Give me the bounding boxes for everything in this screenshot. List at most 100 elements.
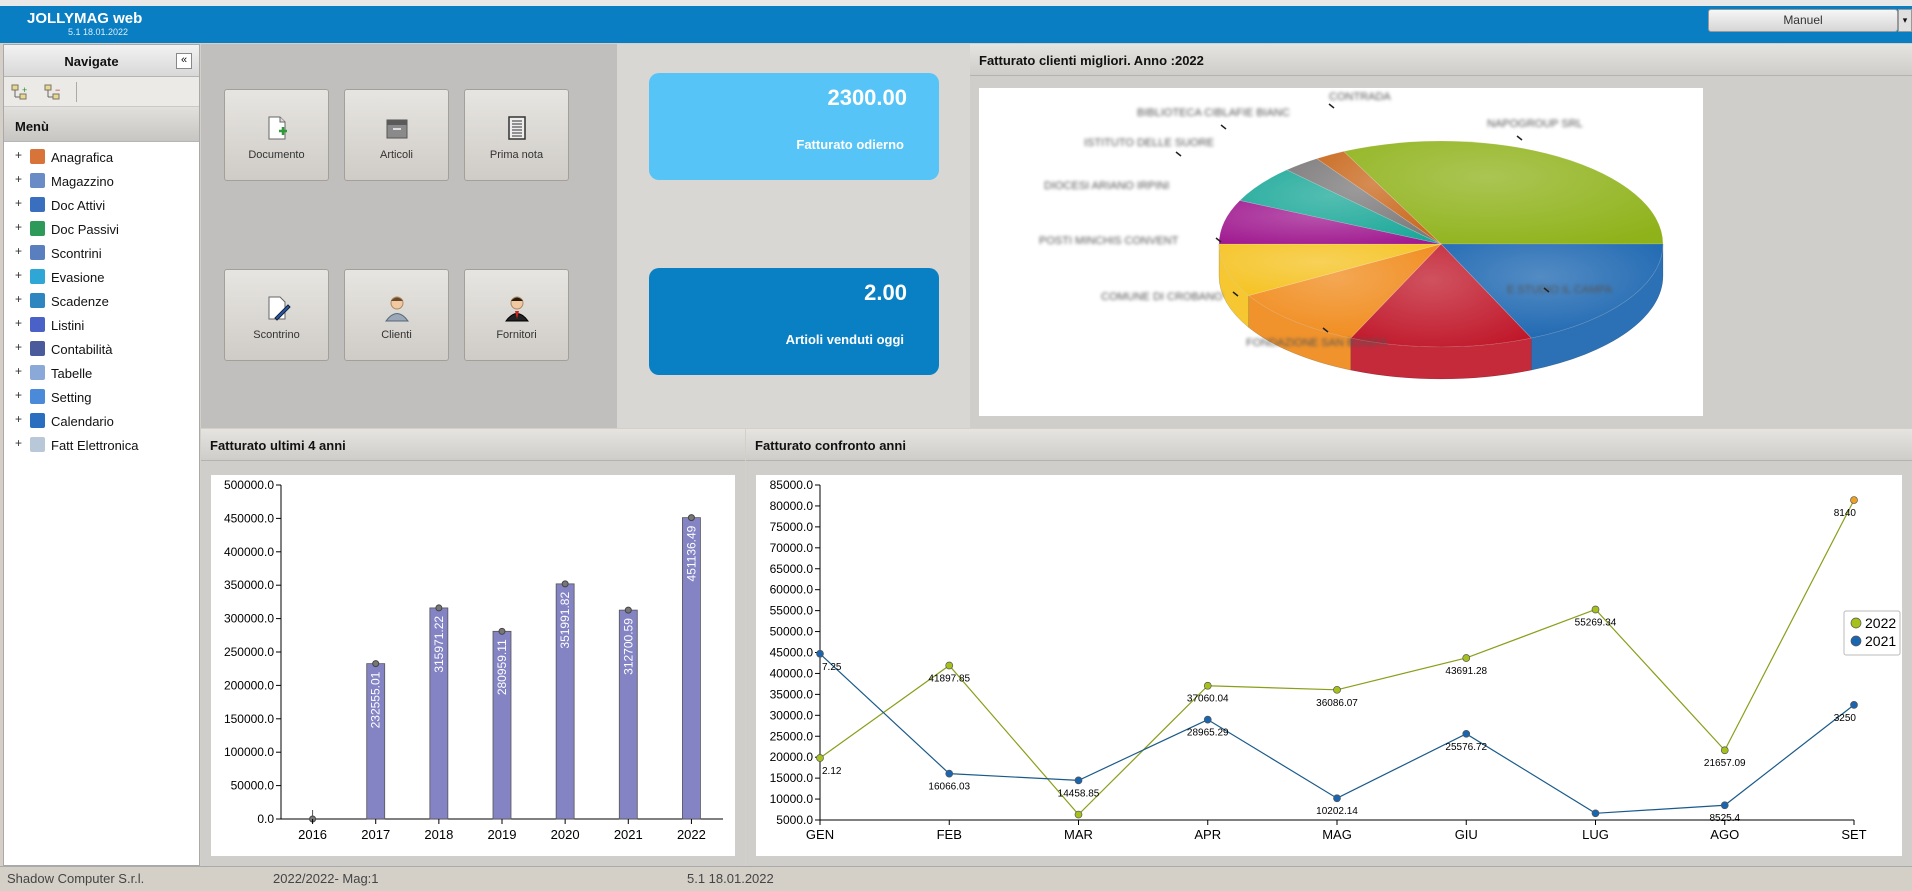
expand-plus-icon[interactable]: + [15,244,23,258]
expand-plus-icon[interactable]: + [15,220,23,234]
pie-slice [1316,151,1442,245]
expand-plus-icon[interactable]: + [15,388,23,402]
sidebar-item-scadenze[interactable]: + Scadenze [4,289,199,313]
warehouse-icon [30,173,45,188]
sidebar-item-magazzino[interactable]: + Magazzino [4,169,199,193]
pie-label: POSTI MINCHIS CONVENT [1039,235,1179,247]
collapse-sidebar-icon[interactable]: « [176,53,192,69]
fornitori-button[interactable]: Fornitori [464,269,569,361]
bar-value-label: 351991.82 [558,592,572,649]
status-period: 2022/2022- Mag:1 [273,871,379,886]
user-menu-button[interactable]: Manuel [1708,9,1898,32]
y-tick-label: 80000.0 [770,499,814,513]
new-document-icon [268,116,287,140]
y-tick-label: 300000.0 [224,612,274,626]
series-line-2022 [819,499,1855,816]
status-version: 5.1 18.01.2022 [687,871,774,886]
y-tick-label: 450000.0 [224,511,274,525]
status-bar: Shadow Computer S.r.l. 2022/2022- Mag:1 … [0,866,1912,891]
pie-label: FONDAZIONE SAN BONIFA [1246,337,1388,349]
y-tick-label: 70000.0 [770,541,814,555]
collapse-all-icon[interactable]: − [44,84,60,100]
data-label: 28965.29 [1187,728,1229,739]
pie-leader [1516,135,1523,141]
clienti-button[interactable]: Clienti [344,269,449,361]
bar-point [498,627,506,635]
pie-slice [1440,243,1664,339]
scontrino-button-label: Scontrino [253,329,300,341]
receipt-pen-icon [268,296,291,321]
kpi-value: 2300.00 [827,85,907,110]
line-chart: 5000.0 10000.0 15000.0 20000.0 25000.0 30000.… [770,478,1901,842]
sidebar-item-listini[interactable]: + Listini [4,313,199,337]
expand-plus-icon[interactable]: + [15,292,23,306]
data-label: 25576.72 [1445,742,1487,753]
sidebar-item-anagrafica[interactable]: + Anagrafica [4,145,199,169]
menu-header: Menù [4,107,199,142]
series-point [1074,810,1083,819]
pie-slice [1218,243,1442,296]
sidebar-item-scontrini[interactable]: + Scontrini [4,241,199,265]
data-label: 8140 [1834,508,1857,519]
expand-plus-icon[interactable]: + [15,364,23,378]
y-tick-label: 100000.0 [224,745,274,759]
series-point [1720,801,1729,810]
pie-leader [1322,327,1329,333]
sidebar-item-calendario[interactable]: + Calendario [4,409,199,433]
chevron-down-icon[interactable]: ▾ [1898,9,1912,32]
expand-plus-icon[interactable]: + [15,316,23,330]
x-tick-label: GIU [1455,827,1478,842]
shipping-icon [30,269,45,284]
expand-plus-icon[interactable]: + [15,268,23,282]
data-label: 41897.85 [928,673,970,684]
quick-actions-panel: Documento Articoli Prima nota Scontrino … [201,44,617,428]
data-label: 14458.85 [1058,788,1100,799]
sidebar-item-label: Setting [51,390,92,405]
y-tick-label: 85000.0 [770,478,814,492]
expand-plus-icon[interactable]: + [15,412,23,426]
pie-slice [1350,243,1532,348]
bar-point [372,660,380,668]
scontrino-button[interactable]: Scontrino [224,269,329,361]
data-label: 3250 [1834,713,1857,724]
series-point [945,661,954,670]
bar-value-label: 232555.01 [369,671,383,728]
bar-value-label: 312700.59 [621,618,635,675]
tag-icon [30,317,45,332]
bar-panel-title: Fatturato ultimi 4 anni [201,429,745,461]
x-tick-label: APR [1194,827,1221,842]
series-point [1591,605,1600,614]
y-tick-label: 45000.0 [770,646,814,660]
svg-text:−: − [55,85,60,95]
data-label: 16066.03 [928,782,970,793]
expand-plus-icon[interactable]: + [15,340,23,354]
navigation-sidebar: Navigate « + − Menù + Anagrafica + Magazzin… [3,44,200,866]
sidebar-item-doc-attivi[interactable]: + Doc Attivi [4,193,199,217]
x-tick-label: SET [1841,827,1866,842]
sidebar-item-setting[interactable]: + Setting [4,385,199,409]
expand-all-icon[interactable]: + [11,84,27,100]
prima-nota-button[interactable]: Prima nota [464,89,569,181]
sidebar-item-evasione[interactable]: + Evasione [4,265,199,289]
sidebar-item-doc-passivi[interactable]: + Doc Passivi [4,217,199,241]
y-tick-label: 20000.0 [770,750,814,764]
sidebar-item-tabelle[interactable]: + Tabelle [4,361,199,385]
expand-plus-icon[interactable]: + [15,196,23,210]
sidebar-title: Navigate [64,54,119,69]
articles-button[interactable]: Articoli [344,89,449,181]
x-tick-label: 2019 [488,827,517,842]
y-tick-label: 150000.0 [224,712,274,726]
document-button[interactable]: Documento [224,89,329,181]
expand-plus-icon[interactable]: + [15,436,23,450]
sidebar-item-fatt-elettronica[interactable]: + Fatt Elettronica [4,433,199,457]
sidebar-item-label: Fatt Elettronica [51,438,139,453]
sidebar-item-contabilit-[interactable]: + Contabilità [4,337,199,361]
data-label: 37060.04 [1187,694,1229,705]
kpi-panel: 2300.00 Fatturato odierno 2.00 Artioli v… [617,44,970,428]
y-tick-label: 25000.0 [770,729,814,743]
clienti-button-label: Clienti [381,329,412,341]
bar-value-label: 280959.11 [495,639,509,695]
series-point [945,769,954,778]
expand-plus-icon[interactable]: + [15,172,23,186]
expand-plus-icon[interactable]: + [15,148,23,162]
